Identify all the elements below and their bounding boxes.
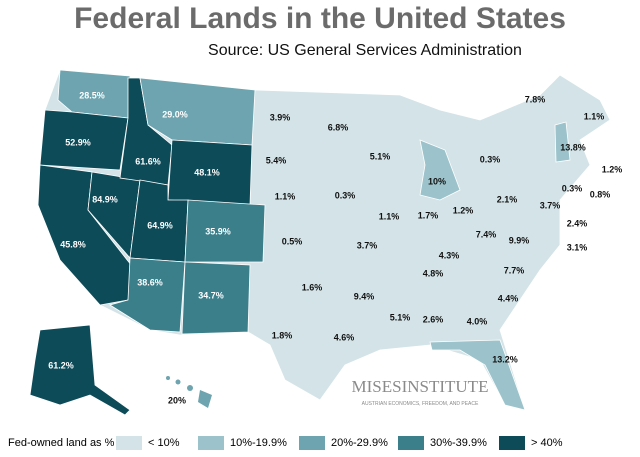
legend-swatch: [299, 436, 325, 450]
state-label: 61.6%: [135, 156, 161, 166]
state-label: 5.1%: [390, 312, 411, 322]
state-label: 35.9%: [205, 226, 231, 236]
state-label: 4.3%: [439, 250, 460, 260]
logo-tagline: AUSTRIAN ECONOMICS, FREEDOM, AND PEACE: [362, 401, 479, 407]
hawaii: [166, 376, 212, 408]
legend-label: 20%-29.9%: [331, 437, 388, 449]
state-label: 28.5%: [79, 90, 105, 100]
state-label: 52.9%: [65, 137, 91, 147]
state-label: 13.2%: [492, 354, 518, 364]
state: [554, 121, 571, 163]
state: [39, 109, 129, 171]
state-label: 38.6%: [137, 277, 163, 287]
state: [184, 199, 266, 263]
state-label: 2.1%: [497, 194, 518, 204]
state-label: 20%: [168, 395, 186, 405]
state-label: 45.8%: [60, 239, 86, 249]
state-label: 5.4%: [266, 155, 287, 165]
state-label: 1.2%: [602, 164, 623, 174]
state-label: 7.7%: [504, 265, 525, 275]
state-label: 3.1%: [567, 242, 588, 252]
state-label: 3.9%: [270, 112, 291, 122]
state-label: 1.1%: [584, 111, 605, 121]
state: [29, 324, 131, 416]
state-label: 2.4%: [567, 218, 588, 228]
state-label: 64.9%: [147, 220, 173, 230]
state-label: 13.8%: [560, 142, 586, 152]
state-label: 84.9%: [92, 194, 118, 204]
legend-title: Fed-owned land as %: [8, 437, 115, 449]
state-label: 3.7%: [540, 200, 561, 210]
legend-swatch: [116, 436, 142, 450]
state-label: 48.1%: [194, 167, 220, 177]
state-label: 29.0%: [162, 109, 188, 119]
state-label: 34.7%: [198, 290, 224, 300]
state-labels: 28.5% 29.0% 3.9% 6.8% 7.8% 1.1% 52.9% 61.6% 48.1…: [48, 90, 622, 405]
state-label: 1.2%: [453, 205, 474, 215]
logo: MISESINSTITUTE AUSTRIAN ECONOMICS, FREED…: [352, 377, 489, 407]
state-label: 7.4%: [476, 229, 497, 239]
state-label: 0.3%: [335, 190, 356, 200]
state-label: 1.7%: [418, 210, 439, 220]
state-label: 1.8%: [272, 330, 293, 340]
state-label: 4.6%: [334, 332, 355, 342]
title: Federal Lands in the United States: [74, 2, 566, 35]
states: [29, 69, 611, 416]
state-label: 9.4%: [354, 291, 375, 301]
state-label: 6.8%: [328, 122, 349, 132]
state-label: 4.8%: [423, 268, 444, 278]
state-label: 1.1%: [275, 191, 296, 201]
legend-label: 10%-19.9%: [230, 437, 287, 449]
state-label: 2.6%: [423, 314, 444, 324]
state-label: 61.2%: [48, 360, 74, 370]
state: [429, 339, 526, 411]
state-label: 7.8%: [525, 94, 546, 104]
legend-swatch: [198, 436, 224, 450]
logo-name: MISESINSTITUTE: [352, 377, 489, 396]
state-label: 3.7%: [357, 240, 378, 250]
legend-label: 30%-39.9%: [430, 437, 487, 449]
state-label: 4.4%: [498, 293, 519, 303]
state-label: 9.9%: [509, 235, 530, 245]
state-label: 1.6%: [302, 282, 323, 292]
state-label: 0.8%: [590, 189, 611, 199]
legend-swatch: [398, 436, 424, 450]
state: [419, 139, 461, 201]
state-label: 1.1%: [379, 211, 400, 221]
legend-swatch: [499, 436, 525, 450]
state-label: 0.3%: [480, 154, 501, 164]
state: [181, 261, 251, 335]
state-label: 5.1%: [370, 151, 391, 161]
legend-label: < 10%: [148, 437, 180, 449]
state-label: 4.0%: [467, 316, 488, 326]
state-label: 0.5%: [282, 236, 303, 246]
state-label: 10%: [428, 176, 446, 186]
state-label: 0.3%: [562, 183, 583, 193]
legend-label: > 40%: [531, 437, 563, 449]
legend: Fed-owned land as % < 10% 10%-19.9% 20%-29…: [8, 436, 563, 450]
subtitle: Source: US General Services Administrati…: [208, 42, 522, 59]
